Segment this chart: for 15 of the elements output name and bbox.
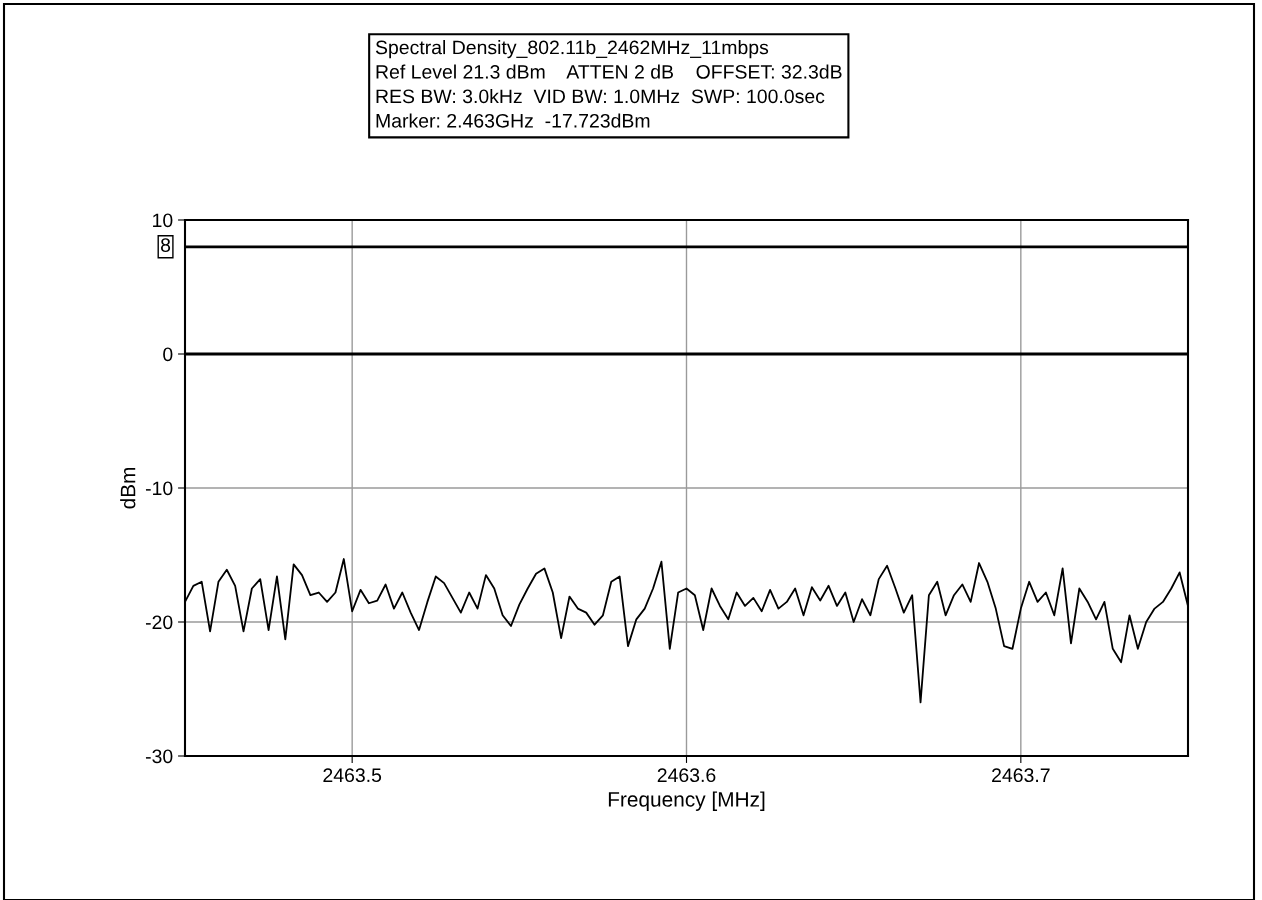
text: RES BW: 3.0kHz VID BW: 1.0MHz SWP: 100.0sec (376, 88, 825, 104)
text: Marker: 2.463GHz -17.723dBm (376, 113, 650, 128)
x-axis-title: Frequency [MHz] (608, 791, 765, 811)
y-tick-label: 0 (163, 347, 173, 362)
ref-line-label: 8 (160, 238, 171, 253)
y-tick-label: -10 (145, 481, 173, 496)
y-tick-label: -30 (145, 749, 173, 764)
y-axis-title: dBm (120, 467, 136, 509)
y-tick-label: 10 (153, 213, 173, 228)
x-tick-label: 2463.5 (323, 768, 382, 783)
x-tick-label: 2463.6 (657, 768, 716, 783)
text: Ref Level 21.3 dBm ATTEN 2 dB OFFSET: 32.3dB (376, 64, 842, 79)
x-tick-label: 2463.7 (992, 768, 1050, 783)
y-tick-label: -20 (145, 615, 173, 630)
chart-title: Spectral Density_802.11b_2462MHz_11mbps (375, 40, 769, 59)
